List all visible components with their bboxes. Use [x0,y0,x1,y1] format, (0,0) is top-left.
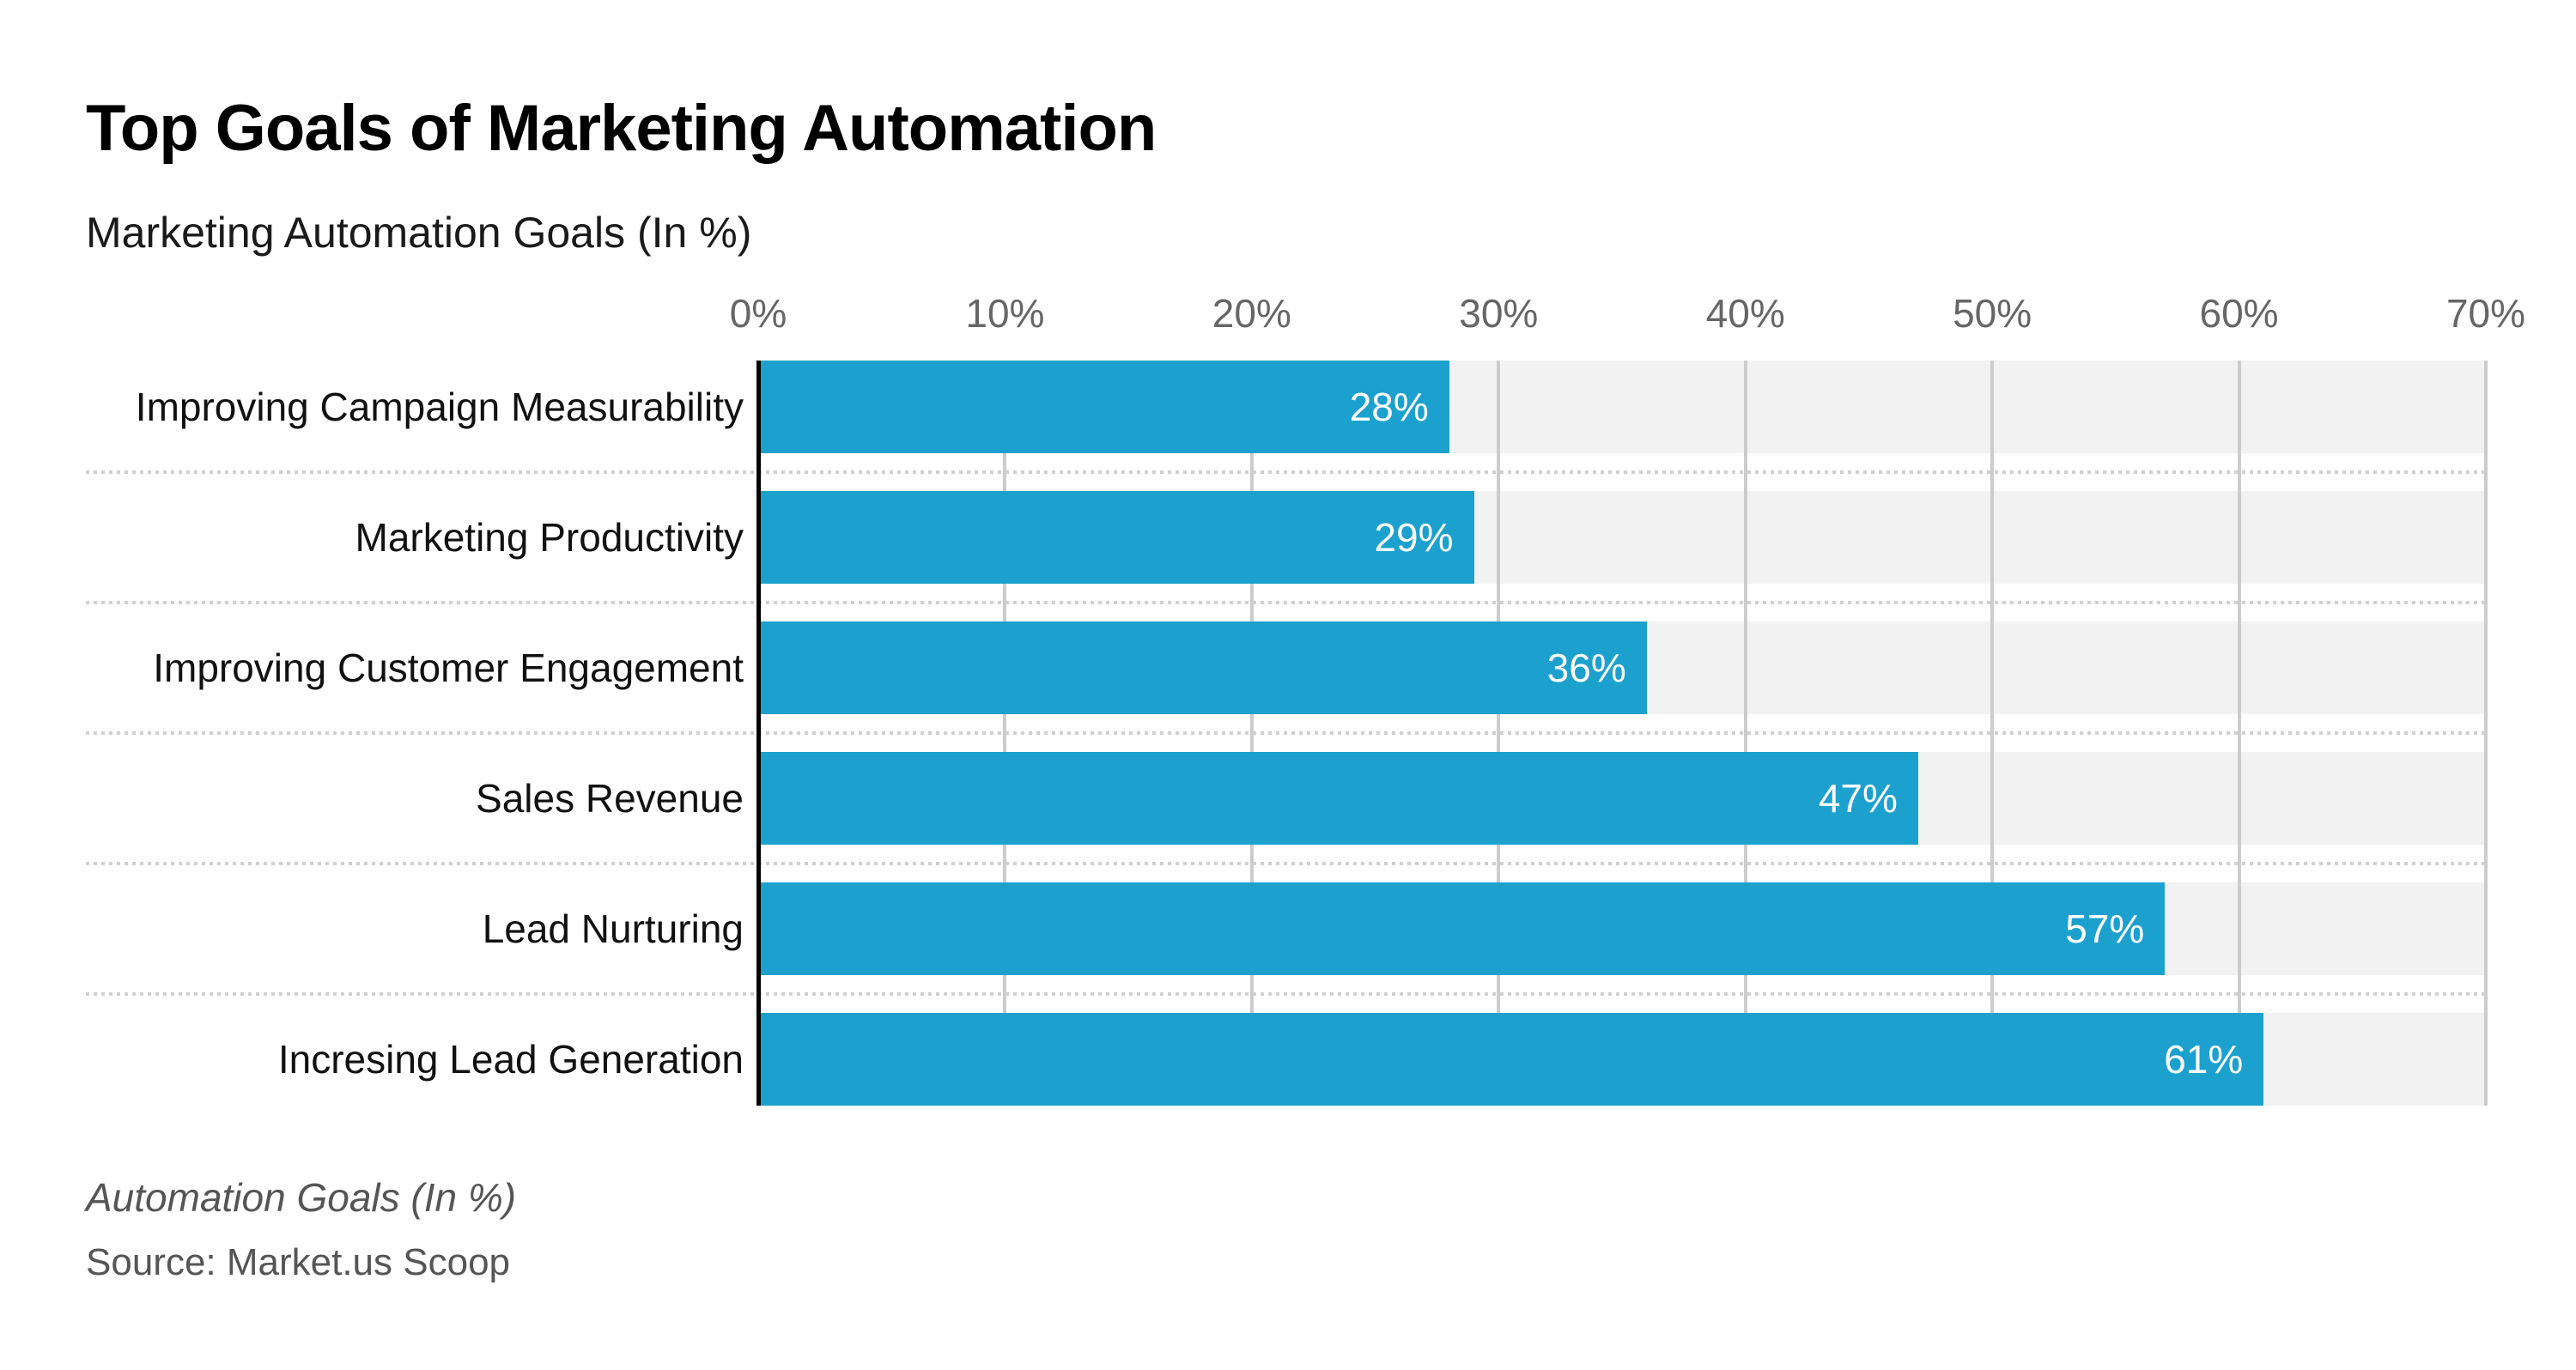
data-bar: 28% [758,361,1449,453]
x-tick-label: 40% [1705,291,1785,336]
category-label: Improving Customer Engagement [153,646,744,690]
row-separator-dotted-line [86,470,2486,474]
bar-value-label: 36% [1546,646,1626,690]
x-tick-label: 30% [1459,291,1539,336]
category-label: Incresing Lead Generation [277,1037,744,1082]
data-bar: 61% [758,1013,2264,1106]
x-tick-label: 0% [729,291,787,336]
category-label: Lead Nurturing [482,906,744,951]
category-label: Sales Revenue [476,776,744,821]
bar-value-label: 57% [2065,906,2145,951]
footer-caption: Automation Goals (In %) [86,1175,517,1220]
category-label: Improving Campaign Measurability [135,385,744,429]
x-tick-label: 10% [965,291,1045,336]
row-separator-dotted-line [86,862,2486,865]
footer-source: Source: Market.us Scoop [86,1241,511,1283]
data-bar: 57% [758,882,2166,975]
data-bar: 29% [758,491,1474,584]
row-separator-dotted-line [86,992,2486,996]
row-separator-dotted-line [86,731,2486,735]
bar-value-label: 61% [2164,1037,2244,1082]
x-tick-label: 60% [2199,291,2279,336]
row-separator-dotted-line [86,601,2486,604]
data-bar: 36% [758,621,1647,714]
x-tick-label: 20% [1212,291,1291,336]
data-bar: 47% [758,752,1918,845]
category-label: Marketing Productivity [355,515,744,560]
chart-subtitle: Marketing Automation Goals (In %) [86,209,752,257]
chart-title: Top Goals of Marketing Automation [86,92,1157,165]
x-tick-label: 50% [1953,291,2032,336]
y-axis-line [756,361,761,1106]
x-tick-label: 70% [2445,291,2526,336]
bar-value-label: 47% [1818,776,1898,821]
bar-value-label: 28% [1349,385,1429,429]
bar-value-label: 29% [1374,515,1454,560]
vertical-gridline [2484,361,2488,1106]
